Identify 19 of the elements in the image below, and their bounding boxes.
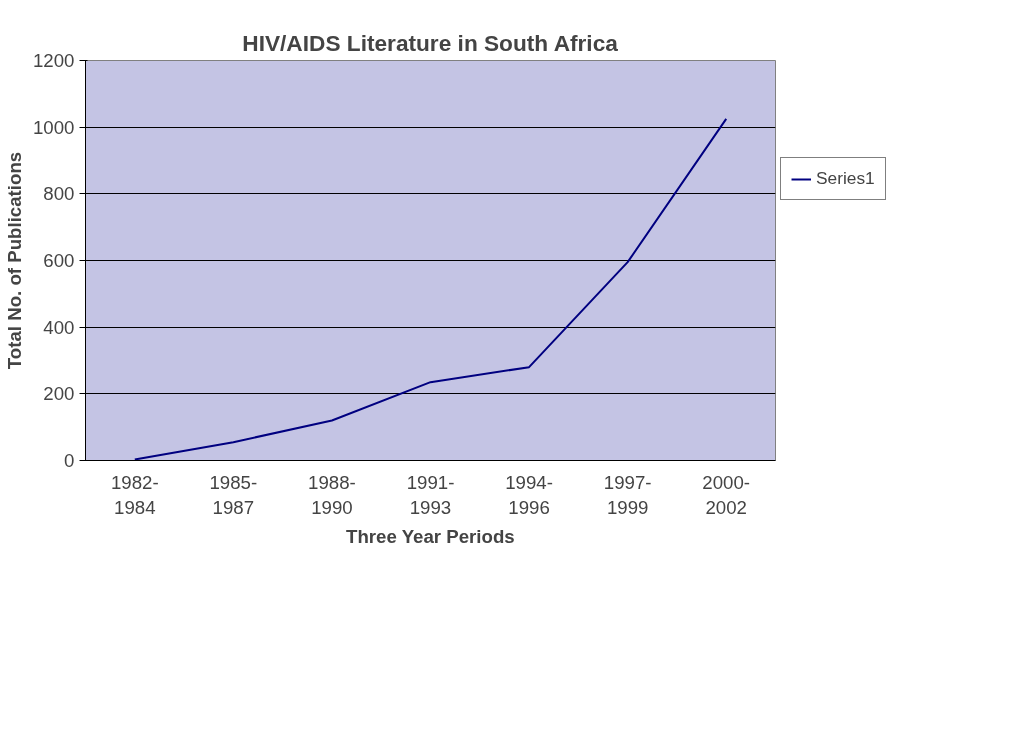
y-tick-label: 400 bbox=[43, 316, 75, 338]
y-tick-label: 600 bbox=[43, 250, 75, 271]
y-tick-label: 1200 bbox=[33, 50, 75, 71]
x-axis-title: Three Year Periods bbox=[345, 525, 515, 547]
x-tick-label: 1991-1993 bbox=[406, 471, 455, 518]
x-tick-label: 1994-1996 bbox=[505, 471, 553, 518]
y-tick-label: 800 bbox=[43, 183, 75, 205]
x-tick-label: 1997-1999 bbox=[603, 471, 652, 518]
legend-label: Series1 bbox=[816, 168, 875, 189]
y-tick-label: 1000 bbox=[33, 116, 75, 138]
x-tick-label: 1982-1984 bbox=[110, 471, 159, 518]
chart-title: HIV/AIDS Literature in South Africa bbox=[242, 29, 619, 56]
y-tick-label: 200 bbox=[43, 383, 75, 405]
line-series bbox=[133, 117, 728, 461]
y-tick-label: 0 bbox=[64, 450, 75, 471]
y-axis-title: Total No. of Publications bbox=[4, 151, 25, 370]
x-tick-label: 1988-1990 bbox=[308, 471, 356, 518]
x-tick-label: 2000-2002 bbox=[702, 471, 751, 518]
x-tick-label: 1985-1987 bbox=[209, 471, 258, 518]
